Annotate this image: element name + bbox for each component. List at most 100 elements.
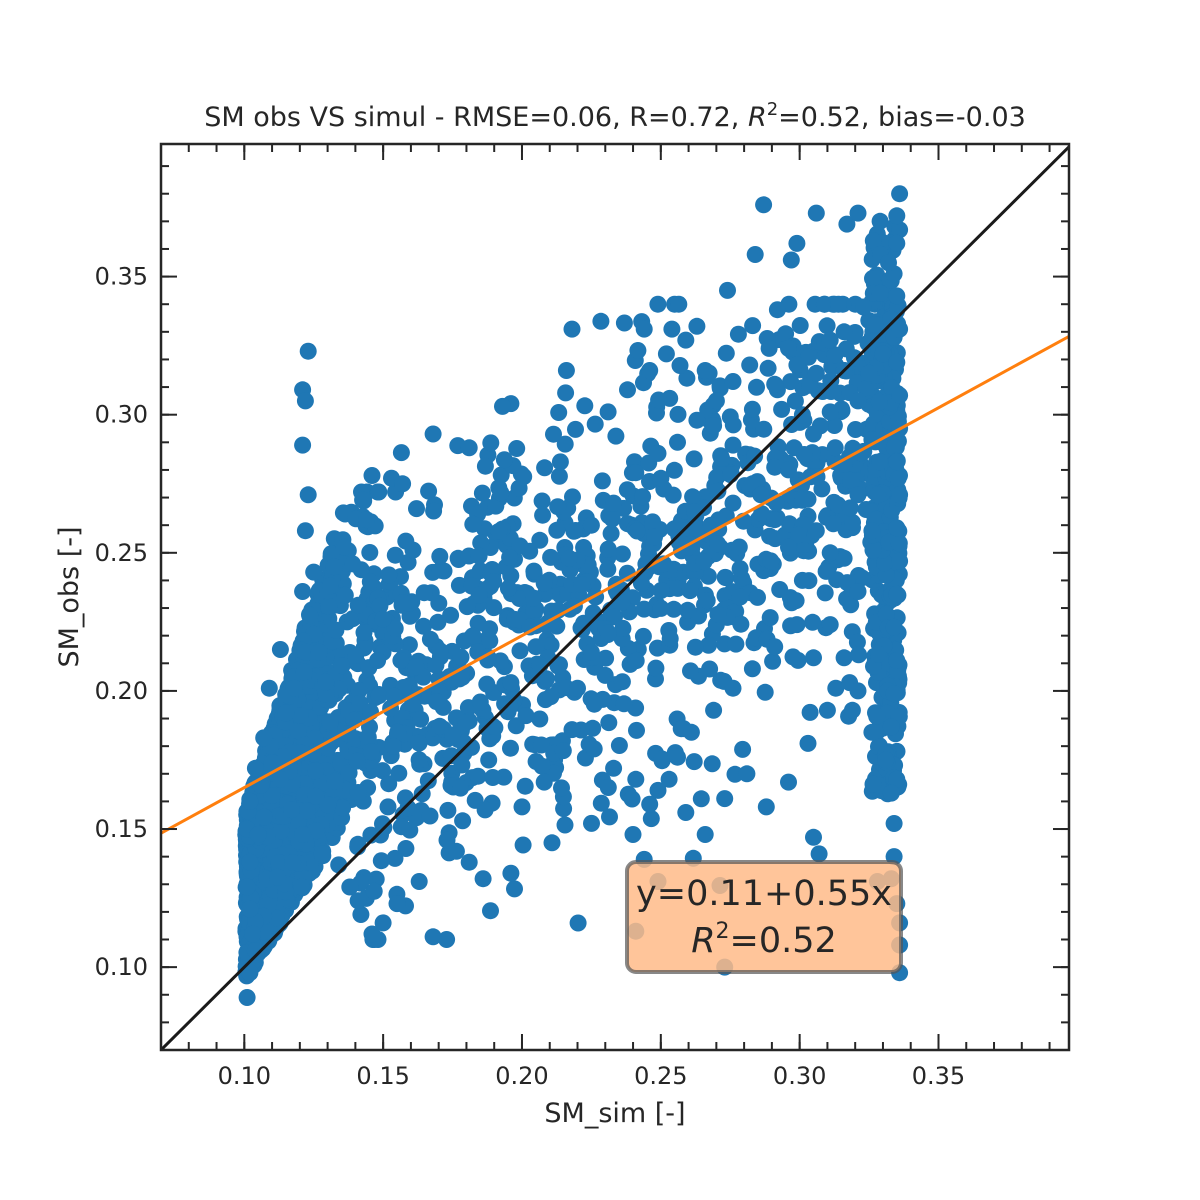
data-point <box>703 755 721 773</box>
data-point <box>724 679 742 697</box>
data-point <box>384 737 402 755</box>
data-point <box>864 232 882 250</box>
data-point <box>341 878 359 896</box>
data-point <box>370 687 388 705</box>
data-point <box>244 925 262 943</box>
x-tick-label: 0.25 <box>634 1062 687 1090</box>
data-point <box>838 215 856 233</box>
data-point <box>822 372 840 390</box>
data-point <box>755 420 773 438</box>
data-point <box>807 364 825 382</box>
data-point <box>362 826 380 844</box>
data-point <box>542 548 560 566</box>
data-point <box>685 753 703 771</box>
data-point <box>731 588 749 606</box>
data-point <box>516 777 534 795</box>
data-point <box>438 831 456 849</box>
title-r2-exp: 2 <box>767 99 778 120</box>
data-point <box>431 547 449 565</box>
data-point <box>511 537 529 555</box>
data-point <box>347 647 365 664</box>
data-point <box>613 594 631 611</box>
data-point <box>699 567 717 585</box>
data-point <box>642 810 660 828</box>
data-point <box>761 609 779 627</box>
data-point <box>293 878 311 896</box>
data-point <box>270 854 288 872</box>
data-point <box>746 246 764 263</box>
data-point <box>508 440 526 457</box>
data-point <box>842 471 860 489</box>
data-point <box>484 717 502 735</box>
data-point <box>501 549 519 566</box>
data-point <box>514 836 532 854</box>
data-point <box>599 403 617 421</box>
data-point <box>557 384 575 402</box>
data-point <box>310 643 328 661</box>
data-point <box>700 636 717 654</box>
data-point <box>330 856 348 874</box>
data-point <box>871 284 889 302</box>
data-point <box>277 704 295 722</box>
data-point <box>386 849 404 867</box>
data-point <box>521 618 539 636</box>
data-point <box>805 425 822 443</box>
data-point <box>821 403 839 421</box>
data-point <box>410 873 428 890</box>
data-point <box>793 491 811 509</box>
data-point <box>681 582 699 600</box>
data-point <box>757 798 775 816</box>
annotation-r2-value: =0.52 <box>730 921 837 961</box>
data-point <box>738 765 756 783</box>
x-tick-label: 0.35 <box>912 1062 965 1090</box>
data-point <box>499 579 517 597</box>
data-point <box>804 613 822 631</box>
data-point <box>394 475 412 493</box>
data-point <box>732 615 750 633</box>
data-point <box>627 464 645 482</box>
data-point <box>415 584 433 602</box>
data-point <box>321 713 339 731</box>
data-point <box>818 317 836 335</box>
data-point <box>495 451 513 469</box>
data-point <box>756 683 774 701</box>
data-point <box>891 552 909 570</box>
data-point <box>634 627 652 645</box>
data-point <box>531 531 549 549</box>
data-point <box>868 707 886 725</box>
title-r2-symbol: R <box>748 102 767 133</box>
data-point <box>582 643 600 661</box>
data-point <box>889 469 907 487</box>
data-point <box>627 770 645 788</box>
data-point <box>548 521 566 539</box>
data-point <box>386 620 404 637</box>
data-point <box>730 538 748 556</box>
data-point <box>415 617 432 635</box>
data-point <box>543 834 561 852</box>
data-point <box>470 586 488 604</box>
data-point <box>344 555 362 573</box>
data-point <box>835 549 853 567</box>
data-point <box>531 710 549 728</box>
data-point <box>746 447 764 465</box>
y-tick-label: 0.15 <box>95 815 148 843</box>
data-point <box>478 675 496 693</box>
data-point <box>592 312 610 330</box>
data-point <box>696 362 714 379</box>
data-point <box>652 469 670 487</box>
data-point <box>582 516 600 534</box>
data-point <box>241 853 259 871</box>
data-point <box>525 589 543 607</box>
data-point <box>292 707 309 724</box>
data-point <box>849 682 867 700</box>
data-point <box>553 779 570 797</box>
data-point <box>269 868 287 886</box>
data-point <box>669 748 686 766</box>
data-point <box>450 576 468 594</box>
data-point <box>485 573 503 590</box>
data-point <box>855 298 872 316</box>
data-point <box>863 522 881 540</box>
y-tick-label: 0.20 <box>95 677 148 705</box>
data-point <box>550 467 568 485</box>
data-point <box>766 375 784 393</box>
